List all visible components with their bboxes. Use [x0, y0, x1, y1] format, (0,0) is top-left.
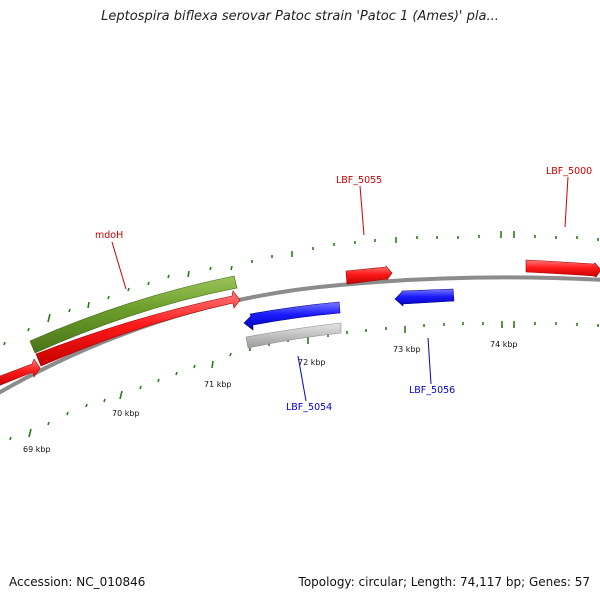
- gene-label-mdoH: mdoH: [95, 230, 123, 241]
- gene-label-LBF_5000: LBF_5000: [546, 166, 592, 177]
- gene-label-LBF_5054: LBF_5054: [286, 402, 332, 413]
- plasmid-backbone: [0, 275, 600, 395]
- gene-mdoH[interactable]: [29, 275, 238, 354]
- gene-LBF_5054[interactable]: [243, 301, 341, 331]
- scale-label-72: 72 kbp: [298, 358, 326, 367]
- gene-feature[interactable]: [0, 358, 41, 386]
- scale-label-69: 69 kbp: [23, 445, 51, 454]
- scale-labels: 69 kbp 70 kbp 71 kbp 72 kbp 73 kbp 74 kb…: [23, 340, 518, 454]
- gene-feature[interactable]: [35, 290, 241, 367]
- gene-LBF_5056[interactable]: [394, 288, 455, 307]
- label-leader-lines: [111, 176, 569, 402]
- pseudogene-feature[interactable]: [245, 322, 342, 349]
- gene-LBF_5000[interactable]: [525, 259, 600, 278]
- topology-summary: Topology: circular; Length: 74,117 bp; G…: [298, 575, 590, 589]
- gene-label-LBF_5056: LBF_5056: [409, 385, 455, 396]
- scale-label-70: 70 kbp: [112, 409, 140, 418]
- gene-label-LBF_5055: LBF_5055: [336, 175, 382, 186]
- scale-label-74: 74 kbp: [490, 340, 518, 349]
- outer-tick-marks: [3, 231, 599, 346]
- gene-LBF_5055[interactable]: [345, 265, 393, 285]
- map-title: Leptospira biflexa serovar Patoc strain …: [101, 9, 499, 24]
- scale-label-71: 71 kbp: [204, 380, 232, 389]
- scale-label-73: 73 kbp: [393, 345, 421, 354]
- accession-text: Accession: NC_010846: [9, 575, 146, 589]
